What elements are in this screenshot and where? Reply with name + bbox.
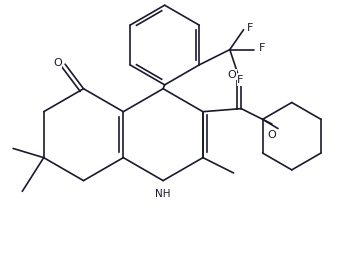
Text: O: O <box>267 130 276 140</box>
Text: NH: NH <box>155 189 171 199</box>
Text: F: F <box>259 43 265 53</box>
Text: F: F <box>247 23 253 33</box>
Text: F: F <box>237 75 244 85</box>
Text: O: O <box>228 70 236 80</box>
Text: O: O <box>53 58 62 68</box>
